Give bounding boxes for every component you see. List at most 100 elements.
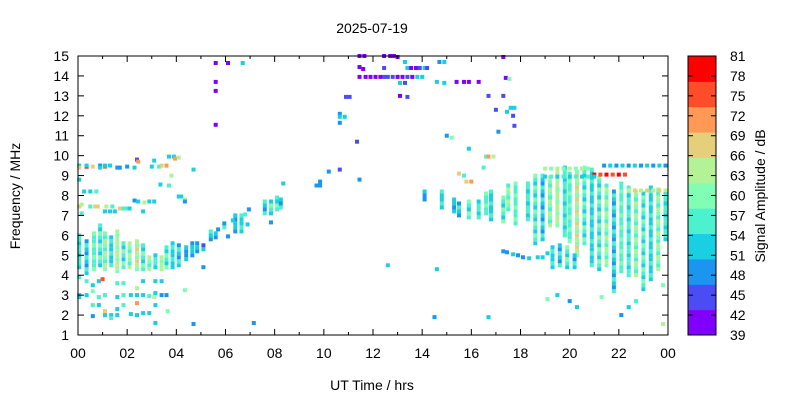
data-point [136,159,141,164]
colorbar-band [688,132,716,158]
data-point [611,225,616,230]
data-point [141,293,146,298]
x-tick-label: 12 [365,345,381,361]
data-point [98,263,103,268]
data-point [191,167,196,172]
data-point [77,265,82,270]
colorbar-tick-label: 60 [730,188,746,204]
colorbar-band [688,258,716,285]
data-point [575,189,579,194]
data-point [147,199,152,204]
data-point [589,227,594,232]
data-point [555,207,560,212]
data-point [656,223,661,228]
data-point [109,263,114,268]
data-point [555,179,560,184]
data-point [540,205,545,210]
data-point [548,199,552,204]
data-point [663,225,668,230]
data-point [549,174,554,179]
data-point [641,271,646,276]
data-point [213,235,218,240]
data-point [342,114,347,119]
data-point [555,183,560,188]
data-point [641,255,646,260]
data-point [575,197,579,202]
data-point [645,188,650,193]
data-point [589,219,594,224]
data-point [501,93,506,98]
data-point [403,60,407,64]
data-point [533,209,538,214]
x-tick-label: 10 [316,345,332,361]
data-point [84,293,89,298]
data-point [92,259,96,264]
data-point [626,197,631,202]
data-point [567,179,572,184]
data-point [213,79,218,84]
data-point [484,154,489,159]
data-point [92,255,96,260]
data-point [84,239,89,244]
data-point [582,233,587,238]
data-point [597,243,602,248]
data-point [457,213,461,218]
data-point [449,135,454,140]
data-point [112,209,117,214]
data-point [632,188,637,193]
data-point [550,261,555,266]
data-point [634,299,638,304]
data-point [561,166,566,171]
data-point [222,221,227,226]
data-point [604,195,609,200]
data-point [513,221,518,226]
data-point [170,245,175,250]
data-point [582,201,587,206]
data-point [575,209,579,214]
data-point [599,295,604,300]
data-point [619,229,624,234]
y-tick-label: 6 [61,227,69,243]
data-point [357,65,362,69]
data-point [422,197,427,202]
data-point [222,225,227,230]
x-axis-label: UT Time / hrs [330,377,414,393]
y-tick-label: 2 [61,307,69,323]
colorbar-label: Signal Amplitude / dB [752,129,768,262]
data-point [626,249,631,254]
data-point [442,80,447,85]
data-point [405,66,410,70]
data-point [164,293,169,298]
data-point [469,179,474,184]
data-point [195,241,200,246]
data-point [608,163,613,168]
data-point [565,245,570,250]
data-point [337,120,342,125]
data-point [604,227,609,232]
data-point [92,231,96,236]
data-point [337,167,342,172]
data-point [503,75,508,80]
data-point [109,259,114,264]
data-point [275,207,280,212]
data-point [195,249,200,254]
data-point [141,263,146,268]
data-point [567,203,572,208]
data-point [382,74,387,79]
data-point [190,241,195,246]
data-point [575,229,579,234]
y-tick-label: 5 [61,247,69,263]
data-point [184,253,189,258]
data-point [88,189,93,194]
data-point [466,203,471,208]
data-point [580,174,584,179]
data-point [422,193,427,198]
data-point [103,243,107,248]
data-point [525,205,530,210]
data-point [489,189,493,194]
data-point [567,171,572,176]
data-point [656,263,661,268]
data-point [540,193,545,198]
data-point [135,259,139,264]
data-point [533,205,538,210]
